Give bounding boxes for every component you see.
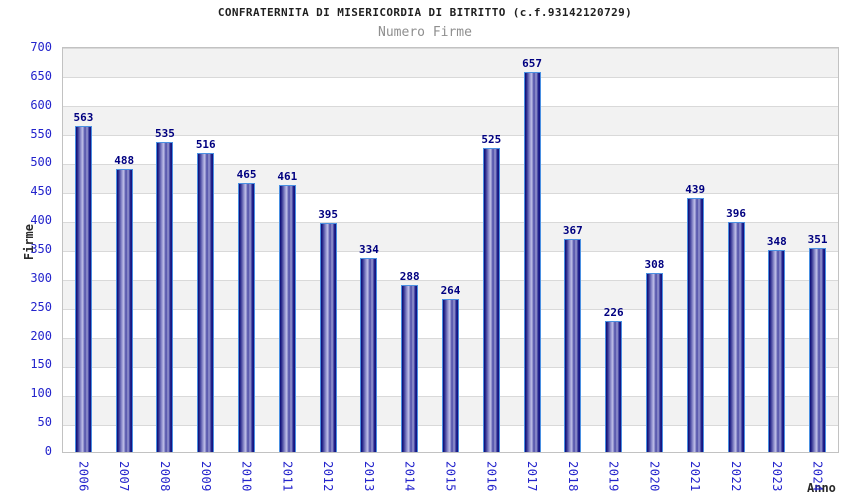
y-tick-label: 600 bbox=[30, 97, 52, 112]
bar-2021 bbox=[686, 198, 704, 452]
x-tick-label-2011: 2011 bbox=[280, 461, 295, 492]
bar-2012 bbox=[319, 223, 337, 452]
bar-2013 bbox=[360, 258, 378, 452]
y-tick-label: 650 bbox=[30, 68, 52, 83]
x-tick-label-2013: 2013 bbox=[361, 461, 376, 492]
bar-value-label: 525 bbox=[481, 133, 502, 146]
x-tick-label-2023: 2023 bbox=[769, 461, 784, 492]
y-tick-label: 200 bbox=[30, 328, 52, 343]
bar-value-label: 516 bbox=[195, 138, 216, 151]
y-tick-label: 0 bbox=[44, 444, 52, 458]
bar-value-label: 439 bbox=[685, 183, 706, 196]
bar-2022 bbox=[727, 222, 745, 452]
y-tick-label: 100 bbox=[30, 386, 52, 401]
bar-value-label: 535 bbox=[155, 127, 175, 140]
chart-subtitle: Numero Firme bbox=[378, 25, 472, 40]
y-tick-label: 400 bbox=[30, 213, 52, 228]
bar-value-label: 348 bbox=[766, 235, 787, 248]
bar-2006 bbox=[74, 126, 92, 452]
x-tick-label-2018: 2018 bbox=[565, 461, 580, 492]
bar-2020 bbox=[645, 273, 663, 452]
bar-2011 bbox=[278, 185, 296, 452]
y-tick-label: 350 bbox=[30, 242, 52, 256]
bar-value-label: 488 bbox=[114, 154, 135, 167]
x-tick-label-2006: 2006 bbox=[76, 461, 91, 492]
bar-value-label: 288 bbox=[399, 270, 420, 283]
x-axis-title: Anno bbox=[807, 481, 836, 495]
x-tick-label-2008: 2008 bbox=[157, 461, 172, 492]
bar-2008 bbox=[156, 142, 174, 452]
bar-value-label: 334 bbox=[358, 243, 379, 256]
y-tick-label: 450 bbox=[30, 184, 52, 199]
bar-2007 bbox=[115, 169, 133, 452]
bar-2010 bbox=[238, 183, 256, 452]
y-tick-label: 550 bbox=[30, 126, 52, 141]
bar-value-label: 308 bbox=[644, 258, 665, 271]
bar-2016 bbox=[482, 148, 500, 452]
bar-2024 bbox=[809, 248, 827, 452]
bar-value-label: 264 bbox=[440, 284, 461, 297]
bar-2023 bbox=[768, 250, 786, 452]
plot-area: 563 488 535 516 465 461 395 334 288 264 525 657 367 2… bbox=[62, 47, 839, 453]
y-tick-label: 500 bbox=[30, 155, 52, 170]
y-tick-label: 150 bbox=[30, 357, 52, 372]
bar-value-label: 396 bbox=[726, 207, 746, 220]
x-tick-label-2024: 2024 bbox=[810, 461, 825, 492]
x-tick-label-2009: 2009 bbox=[198, 461, 213, 492]
bar-2017 bbox=[523, 72, 541, 452]
x-tick-label-2020: 2020 bbox=[647, 461, 662, 492]
x-tick-label-2022: 2022 bbox=[729, 461, 744, 492]
y-tick-label: 700 bbox=[30, 40, 52, 54]
y-tick-label: 250 bbox=[30, 299, 52, 314]
bar-2014 bbox=[401, 285, 419, 452]
bar-value-label: 351 bbox=[807, 233, 828, 246]
bar-value-label: 657 bbox=[522, 57, 543, 70]
x-tick-label-2014: 2014 bbox=[402, 461, 417, 492]
bar-value-label: 395 bbox=[318, 208, 339, 221]
bar-value-label: 465 bbox=[236, 168, 257, 181]
x-tick-label-2019: 2019 bbox=[606, 461, 621, 492]
x-tick-label-2015: 2015 bbox=[443, 461, 458, 492]
bar-2019 bbox=[605, 321, 623, 452]
y-tick-label: 300 bbox=[30, 270, 52, 285]
bar-value-label: 367 bbox=[562, 224, 583, 237]
x-tick-label-2016: 2016 bbox=[484, 461, 499, 492]
bar-2009 bbox=[197, 153, 215, 452]
bar-2015 bbox=[442, 299, 459, 452]
bar-value-label: 563 bbox=[73, 111, 94, 124]
x-tick-label-2017: 2017 bbox=[525, 461, 540, 492]
x-tick-label-2012: 2012 bbox=[321, 461, 336, 492]
bar-value-label: 226 bbox=[603, 306, 624, 319]
y-tick-label: 50 bbox=[37, 415, 52, 430]
chart-title: CONFRATERNITA DI MISERICORDIA DI BITRITT… bbox=[217, 6, 633, 19]
x-tick-label-2007: 2007 bbox=[117, 461, 132, 492]
x-tick-label-2010: 2010 bbox=[239, 461, 254, 492]
bar-value-label: 461 bbox=[277, 170, 298, 183]
bar-2018 bbox=[564, 239, 582, 452]
x-tick-label-2021: 2021 bbox=[688, 461, 703, 492]
